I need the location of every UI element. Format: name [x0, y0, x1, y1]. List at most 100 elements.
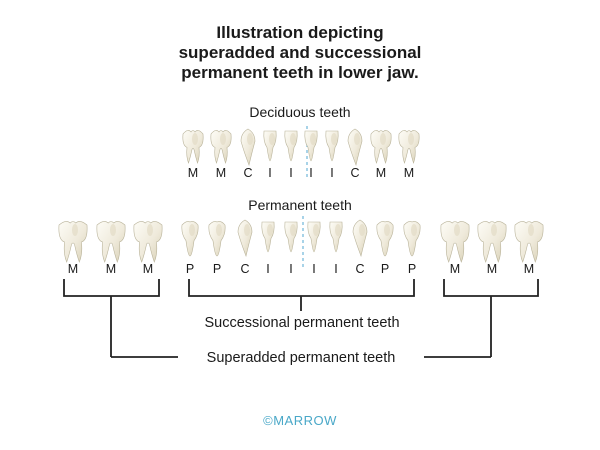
superadded-right-tooth: M [440, 221, 470, 276]
tooth-shading [359, 224, 365, 236]
tooth-shading [220, 133, 226, 145]
tooth-shading [72, 224, 78, 236]
successional-tooth-letter: I [289, 262, 292, 276]
successional-tooth-letter: C [355, 262, 364, 276]
tooth-shape [237, 219, 253, 258]
successional-tooth-letter: P [381, 262, 389, 276]
successional-tooth: P [376, 221, 394, 276]
tooth-shading [384, 224, 390, 236]
superadded-right-tooth: M [477, 221, 507, 276]
deciduous-tooth: I [325, 130, 339, 180]
deciduous-tooth: I [263, 130, 277, 180]
tooth-shading [290, 224, 296, 236]
tooth-shape [58, 221, 88, 263]
superadded-label: Superadded permanent teeth [207, 350, 396, 366]
deciduous-tooth-letter: I [289, 166, 292, 180]
successional-tooth: I [329, 221, 343, 276]
deciduous-tooth-letter: M [188, 166, 198, 180]
successional-tooth: P [181, 221, 199, 276]
superadded-left-tooth: M [96, 221, 126, 276]
superadded-left-tooth-letter: M [143, 262, 153, 276]
tooth-shape [477, 221, 507, 263]
superadded-left-tooth: M [133, 221, 163, 276]
tooth-shape [514, 221, 544, 263]
deciduous-tooth: M [182, 130, 204, 180]
deciduous-tooth: C [240, 128, 256, 180]
title-line-1: Illustration depicting [216, 23, 383, 42]
successional-tooth: C [352, 219, 368, 276]
successional-tooth-letter: P [186, 262, 194, 276]
tooth-shading [454, 224, 460, 236]
successional-tooth-letter: I [312, 262, 315, 276]
deciduous-tooth-letter: M [404, 166, 414, 180]
deciduous-tooth: I [284, 130, 298, 180]
tooth-shading [528, 224, 534, 236]
deciduous-tooth: M [398, 130, 420, 180]
tooth-shading [411, 224, 417, 236]
deciduous-tooth: C [347, 128, 363, 180]
tooth-shading [313, 224, 319, 236]
superadded-left-tooth-letter: M [68, 262, 78, 276]
deciduous-tooth-letter: I [309, 166, 312, 180]
deciduous-tooth-letter: I [268, 166, 271, 180]
tooth-shape [440, 221, 470, 263]
superadded-right-tooth-letter: M [450, 262, 460, 276]
tooth-shading [192, 133, 198, 145]
deciduous-tooth-letter: C [243, 166, 252, 180]
tooth-shape [96, 221, 126, 263]
deciduous-label: Deciduous teeth [249, 104, 350, 120]
tooth-shading [335, 224, 341, 236]
tooth-shading [244, 224, 250, 236]
deciduous-tooth: I [304, 130, 318, 180]
successional-tooth: I [284, 221, 298, 276]
tooth-shape [352, 219, 368, 258]
deciduous-tooth: M [210, 130, 232, 180]
tooth-shading [491, 224, 497, 236]
tooth-shading [110, 224, 116, 236]
deciduous-tooth-letter: I [330, 166, 333, 180]
successional-bracket [188, 279, 415, 311]
tooth-shape [347, 128, 363, 167]
successional-tooth-letter: I [334, 262, 337, 276]
superadded-right-tooth-letter: M [487, 262, 497, 276]
tooth-shading [408, 133, 414, 145]
tooth-shape [398, 130, 420, 164]
tooth-shading [267, 224, 273, 236]
tooth-shading [310, 133, 316, 145]
deciduous-tooth-letter: M [376, 166, 386, 180]
tooth-shading [380, 133, 386, 145]
tooth-shading [290, 133, 296, 145]
superadded-left-tooth: M [58, 221, 88, 276]
deciduous-tooth: M [370, 130, 392, 180]
successional-tooth: I [307, 221, 321, 276]
superadded-right-tooth: M [514, 221, 544, 276]
tooth-shape [370, 130, 392, 164]
title-line-2: superadded and successional [179, 43, 422, 62]
deciduous-tooth-letter: C [350, 166, 359, 180]
superadded-left-tooth-letter: M [106, 262, 116, 276]
superadded-right-tooth-letter: M [524, 262, 534, 276]
tooth-shading [247, 133, 253, 145]
right-molar-bracket [443, 279, 539, 357]
tooth-shading [189, 224, 195, 236]
tooth-shading [147, 224, 153, 236]
successional-tooth: I [261, 221, 275, 276]
tooth-shading [216, 224, 222, 236]
deciduous-tooth-letter: M [216, 166, 226, 180]
successional-tooth-letter: C [240, 262, 249, 276]
tooth-shading [331, 133, 337, 145]
successional-tooth: P [208, 221, 226, 276]
successional-label: Successional permanent teeth [204, 315, 399, 331]
tooth-shading [354, 133, 360, 145]
permanent-label: Permanent teeth [248, 197, 352, 213]
marrow-watermark: ©MARROW [263, 413, 337, 428]
title-line-3: permanent teeth in lower jaw. [181, 63, 418, 82]
tooth-shape [210, 130, 232, 164]
tooth-shading [269, 133, 275, 145]
left-molar-bracket [63, 279, 160, 357]
